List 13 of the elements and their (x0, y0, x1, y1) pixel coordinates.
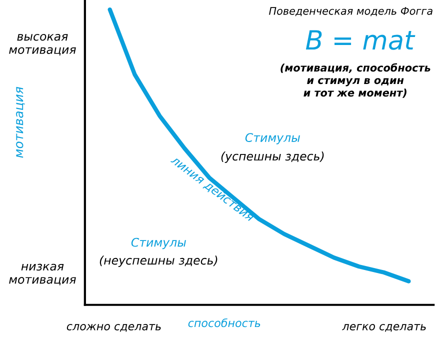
x-axis-title: способность (188, 318, 260, 328)
y-axis-title: мотивация (16, 86, 25, 158)
annotation: (успешны здесь) (221, 151, 324, 163)
text: сложно сделать (66, 324, 161, 332)
text: высокая мотивация (9, 34, 76, 56)
annotation: Стимулы (245, 133, 300, 144)
text: низкая мотивация (9, 264, 76, 286)
text: B = mat (306, 30, 416, 50)
annotation: (неуспешны здесь) (100, 256, 218, 267)
annotation: (мотивация, способность и стимул в один и тот же момент) (280, 63, 430, 98)
text: легко сделать (342, 324, 426, 332)
annotation: Стимулы (131, 238, 186, 250)
chart-title: Поведенческая модель Фогга (269, 7, 432, 16)
